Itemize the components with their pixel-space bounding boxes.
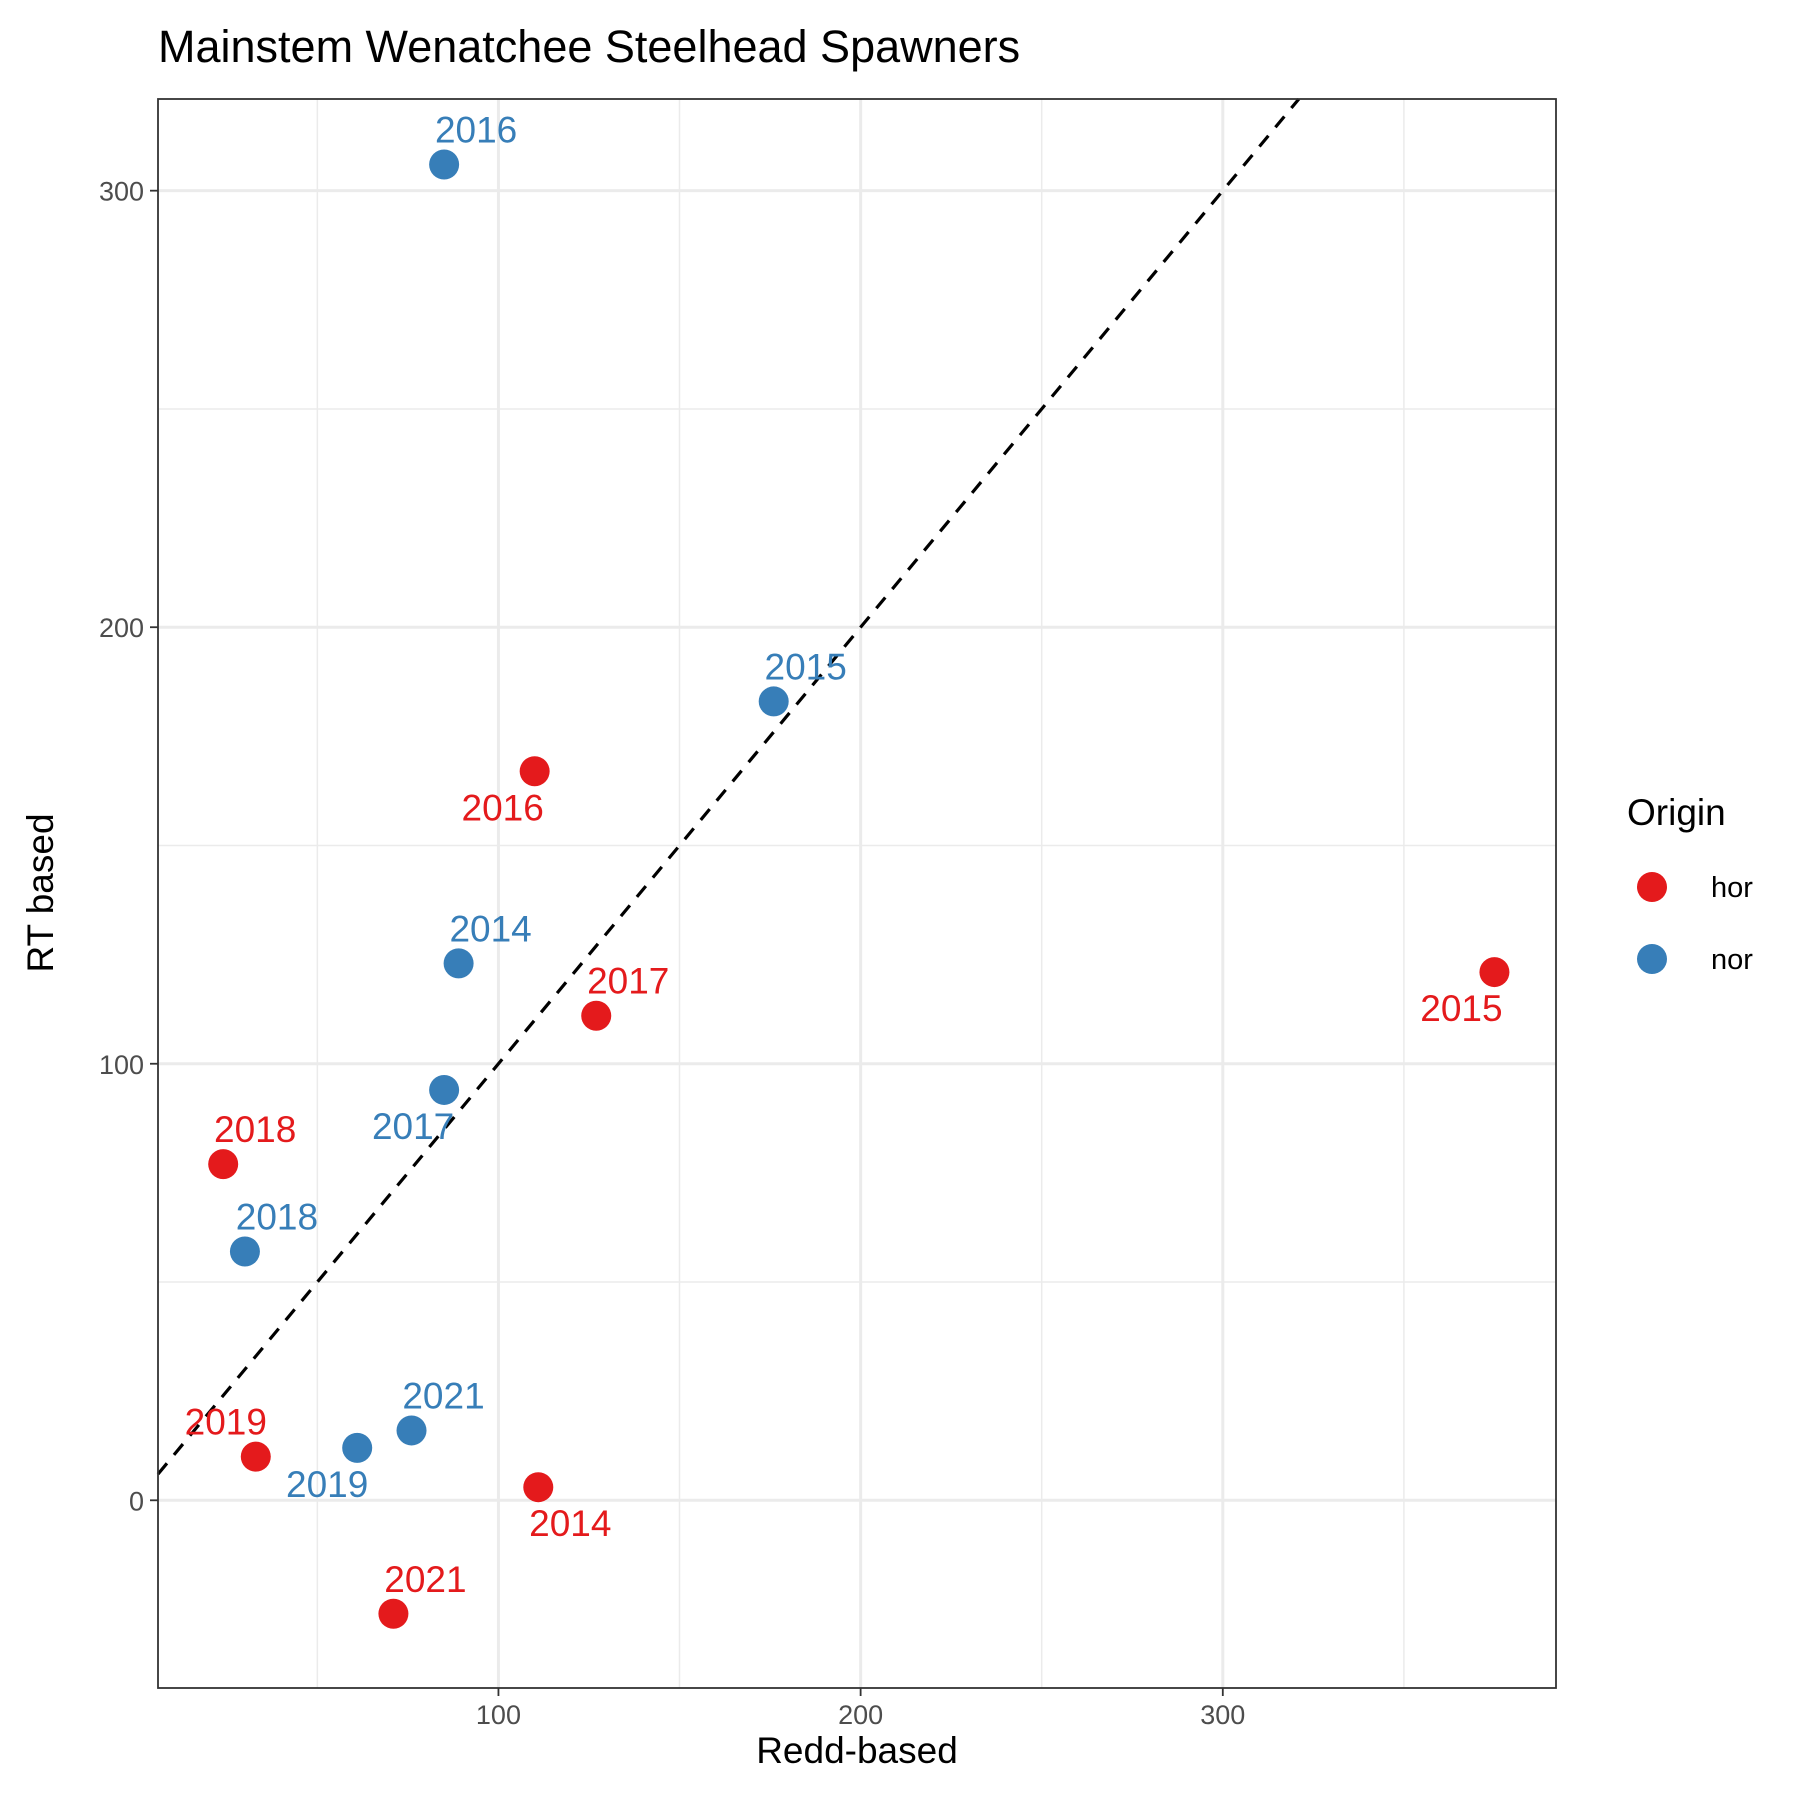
data-points <box>208 149 1510 1629</box>
nor-point-2021 <box>396 1415 427 1446</box>
nor-label-2014: 2014 <box>449 908 531 949</box>
hor-label-2014: 2014 <box>529 1503 611 1544</box>
hor-label-2015: 2015 <box>1420 988 1502 1029</box>
x-tick-label: 100 <box>476 1700 521 1730</box>
nor-label-2021: 2021 <box>402 1375 484 1416</box>
hor-label-2016: 2016 <box>462 787 544 828</box>
nor-point-2019 <box>342 1432 373 1463</box>
hor-label-2018: 2018 <box>214 1109 296 1150</box>
hor-label-2021: 2021 <box>384 1559 466 1600</box>
chart-title: Mainstem Wenatchee Steelhead Spawners <box>158 21 1020 72</box>
y-tick-label: 0 <box>129 1486 144 1516</box>
nor-label-2017: 2017 <box>372 1106 454 1147</box>
legend-keys: hor nor <box>1637 872 1753 976</box>
hor-label-2019: 2019 <box>185 1402 267 1443</box>
x-axis-ticks: 100 200 300 <box>476 1688 1245 1730</box>
y-axis-title: RT based <box>20 813 61 972</box>
legend-label-nor: nor <box>1711 944 1753 976</box>
reference-line <box>156 97 1301 1476</box>
point-labels: 2014 2015 2016 2017 2018 2019 2021 2014 2015 2016… <box>185 109 1503 1599</box>
hor-label-2017: 2017 <box>587 961 669 1002</box>
x-tick-label: 200 <box>838 1700 883 1730</box>
legend: Origin hor nor <box>1627 792 1753 976</box>
legend-title: Origin <box>1627 792 1726 833</box>
y-tick-label: 100 <box>99 1050 144 1080</box>
y-tick-label: 300 <box>99 177 144 207</box>
hor-point-2017 <box>581 1000 612 1031</box>
y-tick-label: 200 <box>99 613 144 643</box>
legend-label-hor: hor <box>1711 872 1753 904</box>
hor-point-2016 <box>519 756 550 787</box>
nor-point-2016 <box>429 149 460 180</box>
nor-label-2018: 2018 <box>236 1196 318 1237</box>
hor-point-2021 <box>378 1598 409 1629</box>
nor-point-2017 <box>429 1074 460 1105</box>
nor-point-2014 <box>443 948 474 979</box>
legend-key-nor <box>1637 944 1667 974</box>
hor-point-2014 <box>523 1472 554 1503</box>
panel-border <box>157 98 1557 1689</box>
grid <box>158 99 1556 1688</box>
nor-point-2015 <box>758 686 789 717</box>
x-axis-title: Redd-based <box>756 1730 958 1771</box>
y-axis-ticks: 0 100 200 300 <box>99 177 158 1516</box>
legend-key-hor <box>1637 872 1667 902</box>
nor-label-2019: 2019 <box>286 1464 368 1505</box>
hor-point-2018 <box>208 1149 239 1180</box>
nor-label-2016: 2016 <box>435 109 517 150</box>
x-tick-label: 300 <box>1200 1700 1245 1730</box>
nor-point-2018 <box>229 1236 260 1267</box>
hor-point-2015 <box>1479 957 1510 988</box>
identity-line <box>156 97 1301 1476</box>
nor-label-2015: 2015 <box>765 646 847 687</box>
hor-point-2019 <box>240 1441 271 1472</box>
